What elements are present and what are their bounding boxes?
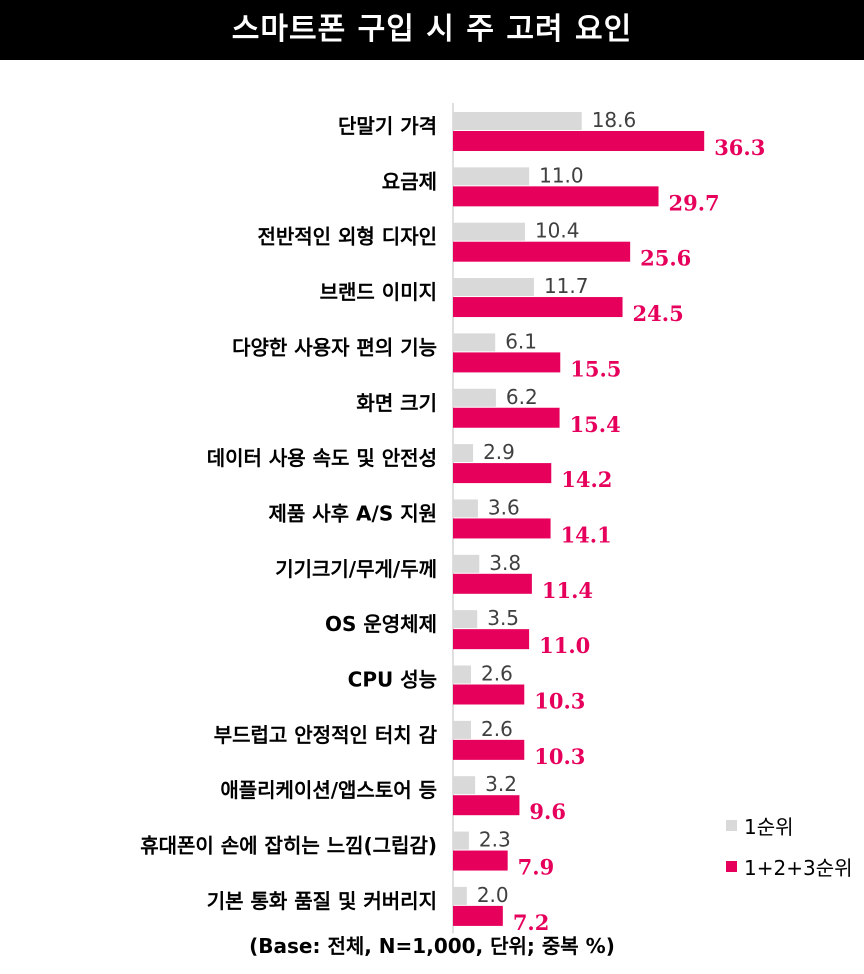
category-label: CPU 성능 [348, 668, 437, 692]
value-label-first: 2.0 [477, 883, 509, 907]
category-label: 요금제 [382, 169, 437, 193]
category-label: 애플리케이션/앱스토어 등 [220, 778, 437, 802]
legend-item-first: 1순위 [726, 812, 853, 839]
legend-swatch-first [726, 819, 737, 831]
category-label: 휴대폰이 손에 잡히는 느낌(그립감) [140, 834, 437, 858]
bar-total [453, 131, 705, 151]
bar-first [453, 388, 496, 407]
value-label-total: 25.6 [640, 246, 691, 271]
bar-first [453, 333, 496, 352]
bar-first [453, 222, 525, 241]
value-label-total: 15.5 [570, 356, 621, 381]
value-label-first: 18.6 [592, 108, 637, 132]
value-label-first: 3.6 [488, 495, 520, 519]
value-label-total: 14.1 [561, 522, 612, 547]
footnote: (Base: 전체, N=1,000, 단위; 중복 %) [249, 934, 615, 958]
value-label-first: 11.7 [544, 274, 589, 298]
legend-label-total: 1+2+3순위 [744, 855, 853, 880]
bar-total [453, 629, 530, 650]
legend-swatch-total [726, 860, 737, 872]
bar-total [453, 352, 561, 373]
value-label-total: 10.3 [534, 744, 585, 769]
value-label-total: 10.3 [534, 689, 585, 714]
bar-first [453, 831, 469, 850]
category-label: OS 운영체제 [325, 612, 437, 636]
value-label-first: 2.6 [481, 717, 513, 741]
bar-first [453, 776, 476, 795]
value-label-total: 7.9 [518, 855, 555, 880]
category-label: 기본 통화 품질 및 커버리지 [207, 889, 437, 913]
bar-first [453, 444, 474, 463]
bar-total [453, 739, 525, 760]
value-label-total: 7.2 [513, 910, 550, 935]
value-label-first: 2.9 [483, 440, 515, 464]
bar-first [453, 610, 478, 629]
value-label-total: 15.4 [570, 412, 621, 437]
category-label: 부드럽고 안정적인 터치 감 [214, 723, 438, 747]
bar-first [453, 167, 530, 186]
value-label-total: 14.2 [561, 467, 612, 492]
bar-total [453, 850, 508, 871]
legend: 1순위 1+2+3순위 [726, 812, 853, 894]
bar-first [453, 665, 471, 684]
category-label: 다양한 사용자 편의 기능 [232, 335, 437, 359]
bar-first [453, 112, 582, 130]
bar-first [453, 720, 471, 739]
value-label-first: 2.3 [479, 828, 511, 852]
value-label-first: 2.6 [481, 662, 513, 686]
bar-total [453, 297, 623, 318]
legend-item-total: 1+2+3순위 [726, 853, 853, 880]
bar-total [453, 186, 659, 207]
bar-first [453, 554, 480, 573]
bar-total [453, 684, 525, 705]
category-label: 제품 사후 A/S 지원 [269, 501, 437, 525]
bar-total [453, 463, 552, 484]
bar-total [453, 407, 560, 428]
bar-total [453, 241, 631, 262]
value-label-total: 36.3 [714, 135, 765, 160]
bar-first [453, 499, 478, 518]
value-label-first: 6.1 [505, 329, 537, 353]
value-label-first: 3.8 [489, 551, 521, 575]
value-label-total: 29.7 [669, 190, 720, 215]
category-label: 화면 크기 [356, 391, 437, 415]
legend-label-first: 1순위 [744, 814, 794, 839]
value-label-total: 9.6 [529, 799, 566, 824]
bar-total [453, 573, 532, 594]
category-label: 데이터 사용 속도 및 안전성 [207, 446, 437, 470]
bar-total [453, 795, 520, 816]
value-label-first: 3.5 [487, 606, 519, 630]
bar-total [453, 905, 503, 926]
value-label-total: 24.5 [633, 301, 684, 326]
bar-first [453, 278, 534, 297]
value-label-first: 3.2 [485, 772, 517, 796]
value-label-first: 6.2 [506, 385, 538, 409]
chart-title: 스마트폰 구입 시 주 고려 요인 [0, 0, 864, 60]
category-label: 브랜드 이미지 [320, 280, 437, 304]
category-label: 전반적인 외형 디자인 [257, 225, 437, 249]
category-label: 단말기 가격 [338, 114, 437, 138]
value-label-total: 11.4 [542, 578, 593, 603]
category-label: 기기크기/무게/두께 [275, 557, 437, 581]
value-label-total: 11.0 [539, 633, 590, 658]
value-label-first: 11.0 [539, 163, 584, 187]
bar-total [453, 518, 551, 539]
value-label-first: 10.4 [535, 219, 580, 243]
bar-first [453, 886, 467, 905]
